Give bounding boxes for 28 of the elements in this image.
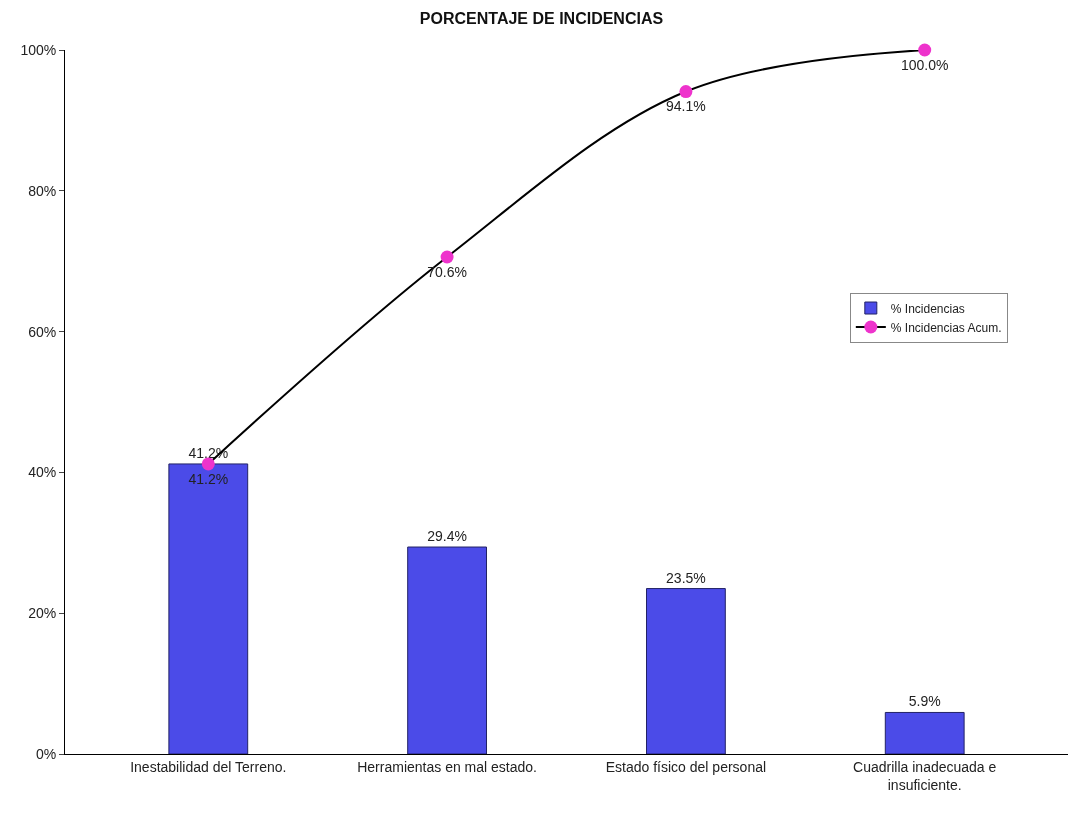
y-tick-label: 80% (28, 182, 57, 199)
data-label: 70.6% (427, 263, 467, 280)
point (440, 250, 454, 264)
data-label: 94.1% (666, 98, 706, 115)
data-label: 23.5% (666, 569, 706, 586)
bar (407, 546, 487, 754)
x-tick-label: Estado físico del personal (605, 758, 767, 775)
x-tick-label: Cuadrilla inadecuada e insuficiente. (853, 758, 997, 793)
data-label: 100.0% (900, 56, 949, 73)
data-label: 41.2% (188, 470, 229, 487)
legend-label: % Incidencias Acum. (890, 320, 1002, 335)
bar (884, 711, 965, 754)
y-tick-label: 60% (28, 323, 57, 340)
chart-title: PORCENTAJE DE INCIDENCIAS (419, 9, 664, 27)
point (918, 43, 932, 57)
x-tick-label: Inestabilidad del Terreno. (130, 758, 287, 775)
bar (646, 588, 726, 754)
point (201, 457, 215, 471)
bar (168, 463, 249, 754)
data-label: 29.4% (427, 528, 467, 545)
y-tick-label: 100% (20, 41, 57, 58)
x-tick-label: Herramientas en mal estado. (357, 758, 537, 775)
legend-label: % Incidencias (890, 301, 965, 316)
data-label: 5.9% (908, 693, 941, 710)
y-tick-label: 40% (28, 464, 57, 481)
y-tick-label: 0% (35, 745, 57, 762)
point (679, 85, 693, 99)
y-tick-label: 20% (28, 605, 57, 622)
